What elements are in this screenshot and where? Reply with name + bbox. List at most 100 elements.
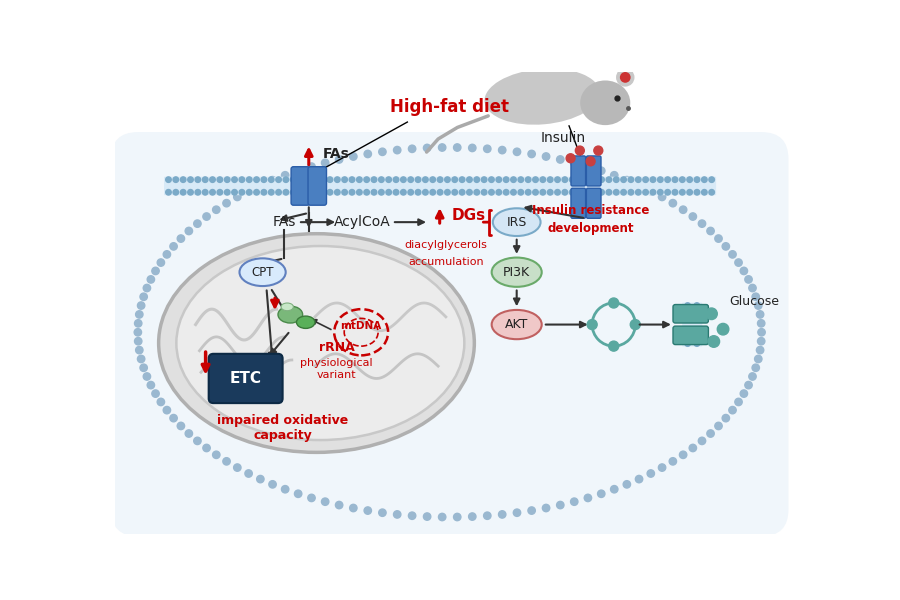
Circle shape bbox=[291, 177, 296, 182]
Circle shape bbox=[308, 494, 315, 502]
Circle shape bbox=[268, 190, 274, 195]
Circle shape bbox=[745, 276, 752, 283]
Circle shape bbox=[282, 485, 289, 493]
Circle shape bbox=[437, 177, 443, 182]
Circle shape bbox=[232, 190, 238, 195]
Circle shape bbox=[134, 337, 142, 345]
Circle shape bbox=[594, 146, 603, 155]
Circle shape bbox=[715, 422, 722, 430]
Circle shape bbox=[575, 146, 584, 155]
Circle shape bbox=[562, 190, 568, 195]
Ellipse shape bbox=[278, 306, 302, 323]
Circle shape bbox=[577, 190, 582, 195]
Circle shape bbox=[275, 190, 282, 195]
Ellipse shape bbox=[493, 208, 541, 236]
Circle shape bbox=[614, 177, 619, 182]
Circle shape bbox=[177, 422, 184, 430]
Circle shape bbox=[665, 177, 670, 182]
Circle shape bbox=[680, 451, 687, 458]
Circle shape bbox=[202, 190, 208, 195]
Circle shape bbox=[608, 298, 618, 308]
Circle shape bbox=[364, 177, 369, 182]
Circle shape bbox=[217, 177, 222, 182]
Circle shape bbox=[687, 177, 692, 182]
Circle shape bbox=[170, 242, 177, 250]
Circle shape bbox=[729, 251, 736, 258]
Circle shape bbox=[224, 190, 230, 195]
Text: AcylCoA: AcylCoA bbox=[334, 215, 392, 229]
Circle shape bbox=[143, 373, 150, 380]
Ellipse shape bbox=[176, 246, 464, 440]
Circle shape bbox=[547, 190, 553, 195]
Circle shape bbox=[694, 177, 700, 182]
Circle shape bbox=[454, 144, 461, 151]
Circle shape bbox=[708, 336, 720, 347]
Circle shape bbox=[659, 464, 666, 471]
Circle shape bbox=[261, 190, 266, 195]
Circle shape bbox=[715, 235, 722, 242]
Circle shape bbox=[268, 177, 274, 182]
Circle shape bbox=[138, 355, 145, 362]
Circle shape bbox=[194, 220, 201, 227]
Circle shape bbox=[606, 177, 612, 182]
Ellipse shape bbox=[491, 310, 542, 339]
Circle shape bbox=[393, 177, 399, 182]
Circle shape bbox=[689, 444, 697, 452]
Circle shape bbox=[543, 505, 550, 512]
Text: CPT: CPT bbox=[251, 266, 274, 278]
Circle shape bbox=[291, 190, 296, 195]
Circle shape bbox=[408, 177, 413, 182]
Circle shape bbox=[163, 406, 171, 414]
Circle shape bbox=[650, 190, 656, 195]
Circle shape bbox=[140, 293, 148, 301]
Circle shape bbox=[320, 177, 326, 182]
Circle shape bbox=[756, 311, 764, 318]
Circle shape bbox=[294, 167, 302, 175]
Circle shape bbox=[540, 190, 545, 195]
Circle shape bbox=[210, 190, 215, 195]
Circle shape bbox=[170, 415, 177, 422]
Circle shape bbox=[591, 190, 597, 195]
Circle shape bbox=[571, 159, 578, 167]
Circle shape bbox=[702, 190, 707, 195]
Circle shape bbox=[570, 190, 575, 195]
Text: Glucose: Glucose bbox=[729, 295, 778, 308]
FancyBboxPatch shape bbox=[164, 177, 716, 195]
Circle shape bbox=[134, 329, 141, 336]
Circle shape bbox=[136, 311, 143, 318]
Circle shape bbox=[754, 355, 762, 362]
Circle shape bbox=[752, 293, 760, 301]
Circle shape bbox=[143, 284, 150, 292]
Circle shape bbox=[379, 509, 386, 517]
Circle shape bbox=[212, 451, 220, 458]
Circle shape bbox=[591, 177, 597, 182]
FancyBboxPatch shape bbox=[111, 132, 788, 536]
Circle shape bbox=[437, 190, 443, 195]
FancyBboxPatch shape bbox=[673, 326, 708, 344]
Circle shape bbox=[261, 177, 266, 182]
FancyBboxPatch shape bbox=[587, 156, 601, 186]
Circle shape bbox=[709, 190, 715, 195]
Circle shape bbox=[533, 190, 538, 195]
Circle shape bbox=[758, 320, 765, 327]
Circle shape bbox=[438, 514, 446, 521]
Circle shape bbox=[513, 509, 521, 517]
Circle shape bbox=[621, 177, 626, 182]
Circle shape bbox=[749, 284, 756, 292]
Circle shape bbox=[305, 190, 310, 195]
Circle shape bbox=[526, 177, 531, 182]
Circle shape bbox=[587, 320, 598, 329]
FancyBboxPatch shape bbox=[115, 72, 808, 534]
Circle shape bbox=[469, 144, 476, 152]
Circle shape bbox=[722, 415, 730, 422]
Circle shape bbox=[702, 177, 707, 182]
Circle shape bbox=[284, 177, 289, 182]
Circle shape bbox=[630, 320, 640, 329]
Circle shape bbox=[423, 144, 431, 152]
Circle shape bbox=[364, 150, 372, 158]
Text: diacylglycerols: diacylglycerols bbox=[404, 240, 487, 250]
Ellipse shape bbox=[239, 259, 285, 286]
Circle shape bbox=[635, 177, 641, 182]
Circle shape bbox=[518, 177, 524, 182]
Circle shape bbox=[245, 187, 252, 195]
